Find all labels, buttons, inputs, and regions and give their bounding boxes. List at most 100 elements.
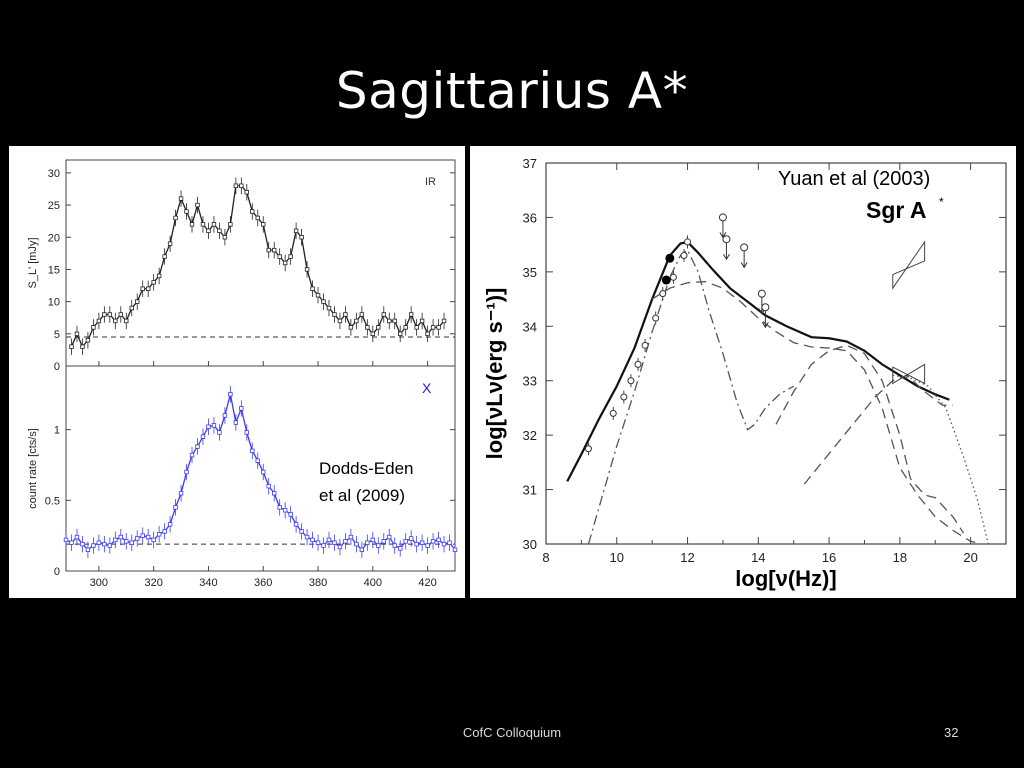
data-point xyxy=(178,196,184,201)
data-point xyxy=(113,318,118,324)
lightcurve-figure: 0 5 10 15 20 25 30 S_L' [mJy] 0 0.5 1 300 320 340 360… xyxy=(9,146,465,598)
xray-lightcurve-plot: 0 0.5 1 300 320 340 360 380 400 420 count rate [ct… xyxy=(27,365,458,589)
data-point xyxy=(184,469,189,475)
y-tick-label: 10 xyxy=(48,297,60,309)
data-point xyxy=(403,539,408,544)
sed-inverse-compton-2-curve xyxy=(775,344,965,534)
data-point xyxy=(271,491,277,496)
data-point xyxy=(151,280,156,285)
sed-data-point xyxy=(652,314,660,322)
data-point xyxy=(381,312,386,317)
upper-limit-point xyxy=(740,243,749,252)
data-point xyxy=(189,222,195,227)
upper-limit-arrowhead xyxy=(761,321,769,329)
y-tick-label: 30 xyxy=(48,168,60,180)
axes-frame xyxy=(65,159,456,367)
data-point xyxy=(211,423,217,428)
data-point xyxy=(151,537,156,543)
data-point xyxy=(178,491,184,496)
data-point xyxy=(200,222,206,227)
data-point xyxy=(255,458,260,463)
data-point xyxy=(282,260,288,266)
data-point xyxy=(233,183,239,188)
right-citation: Yuan et al (2003) xyxy=(778,168,930,190)
data-point xyxy=(140,286,145,291)
data-point xyxy=(310,286,315,291)
data-point xyxy=(398,331,403,337)
data-point xyxy=(167,522,173,527)
data-point xyxy=(304,534,310,540)
data-point xyxy=(288,254,293,259)
data-point xyxy=(403,325,408,330)
data-point xyxy=(107,543,113,548)
sed-data-point xyxy=(659,290,667,298)
data-point xyxy=(173,505,178,510)
data-point xyxy=(135,536,140,541)
data-point xyxy=(425,331,430,337)
x-tick-label: 400 xyxy=(364,577,382,589)
y-tick-label: 31 xyxy=(523,483,537,498)
data-point xyxy=(370,537,376,543)
data-point xyxy=(107,312,113,317)
data-point xyxy=(293,522,299,527)
y-axis-label: log[νLν(erg s⁻¹)] xyxy=(482,288,507,460)
ir-label: IR xyxy=(425,176,436,188)
data-point xyxy=(189,452,195,458)
data-point xyxy=(261,469,266,475)
data-point xyxy=(173,215,178,221)
sed-data-point xyxy=(609,409,617,417)
data-point xyxy=(250,448,255,454)
data-point xyxy=(277,505,282,510)
data-point xyxy=(452,547,458,552)
data-point xyxy=(80,541,85,547)
sed-data-point xyxy=(641,341,649,349)
data-point xyxy=(118,534,123,540)
data-point xyxy=(408,312,414,317)
x-tick-label: 360 xyxy=(254,577,272,589)
sed-data-point xyxy=(634,360,642,368)
data-point xyxy=(156,273,162,279)
data-point xyxy=(145,286,151,291)
data-point xyxy=(91,325,96,330)
data-point xyxy=(414,325,419,330)
x-tick-label: 300 xyxy=(90,577,108,589)
data-point xyxy=(430,539,436,544)
data-point xyxy=(436,325,441,330)
data-point xyxy=(392,543,397,548)
data-point xyxy=(321,543,326,548)
data-point xyxy=(228,222,233,227)
data-point xyxy=(370,331,376,337)
data-point xyxy=(63,537,69,543)
data-point xyxy=(162,254,167,259)
upper-limit-arrowhead xyxy=(740,262,748,269)
data-point xyxy=(354,318,359,324)
data-point xyxy=(124,539,129,544)
data-point xyxy=(299,235,304,240)
y-tick-label: 36 xyxy=(523,210,537,225)
x-tick-label: 340 xyxy=(199,577,217,589)
x-tick-label: 10 xyxy=(610,550,624,565)
sed-total-curve xyxy=(566,240,950,482)
data-point xyxy=(282,508,288,513)
x-tick-label: 18 xyxy=(893,550,907,565)
data-point xyxy=(113,537,118,543)
data-point xyxy=(239,406,244,411)
data-point xyxy=(206,424,211,429)
data-point xyxy=(354,541,359,547)
sed-data-point xyxy=(620,393,628,401)
x-tick-label: 16 xyxy=(822,550,836,565)
xray-bowtie xyxy=(892,240,926,290)
sed-filled-point xyxy=(661,275,671,285)
data-point xyxy=(332,312,337,317)
data-point xyxy=(447,540,452,545)
data-point xyxy=(288,512,293,517)
data-point xyxy=(91,543,96,548)
sed-data-point xyxy=(669,273,677,281)
y-tick-label: 20 xyxy=(48,232,60,244)
data-point xyxy=(381,539,386,544)
data-point xyxy=(376,543,381,548)
data-point xyxy=(74,331,80,337)
footer-text: CofC Colloquium xyxy=(462,725,562,740)
x-tick-label: 12 xyxy=(680,550,694,565)
data-point xyxy=(419,318,425,324)
